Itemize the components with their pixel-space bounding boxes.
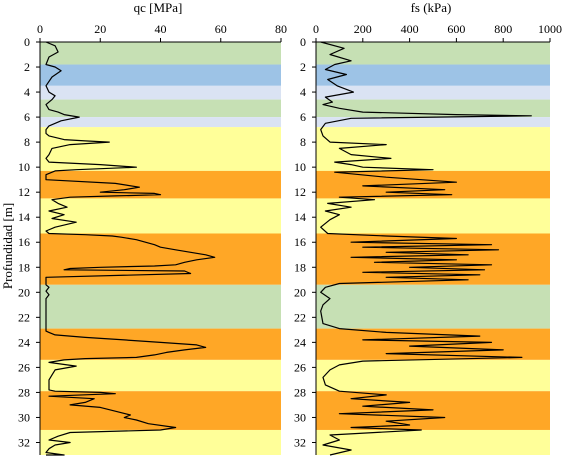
fs-x-tick-label: 1000 [538, 22, 562, 36]
fs-x-tick-label: 200 [354, 22, 372, 36]
fs-y-tick-label: 14 [294, 210, 306, 224]
qc-y-tick-label: 24 [18, 335, 30, 349]
qc-layer-band-7 [40, 198, 281, 234]
qc-layer-band-0 [40, 42, 281, 65]
fs-x-tick-label: 800 [494, 22, 512, 36]
fs-x-tick-label: 0 [313, 22, 319, 36]
fs-y-tick-label: 8 [300, 135, 306, 149]
fs-y-tick-label: 22 [294, 310, 306, 324]
qc-y-tick-label: 10 [18, 160, 30, 174]
qc-y-tick-label: 12 [18, 185, 30, 199]
fs-layer-band-7 [316, 198, 550, 234]
qc-layer-band-6 [40, 170, 281, 199]
fs-layer-band-0 [316, 42, 550, 65]
fs-y-tick-label: 0 [300, 35, 306, 49]
fs-y-tick-label: 26 [294, 360, 306, 374]
fs-y-tick-label: 18 [294, 260, 306, 274]
qc-layer-band-4 [40, 117, 281, 128]
fs-layer-band-12 [316, 391, 550, 430]
qc-y-tick-label: 22 [18, 310, 30, 324]
qc-panel: qc [MPa]0 20 40 60 8002468101214161820222426… [18, 0, 287, 456]
fs-title: fs (kPa) [411, 0, 452, 15]
qc-y-tick-label: 26 [18, 360, 30, 374]
qc-layer-band-2 [40, 85, 281, 100]
fs-layer-band-9 [316, 284, 550, 329]
fs-layer-band-4 [316, 117, 550, 128]
fs-layer-band-2 [316, 85, 550, 100]
qc-x-tick-label: 40 [155, 22, 167, 36]
qc-y-tick-label: 0 [24, 35, 30, 49]
qc-y-tick-label: 6 [24, 110, 30, 124]
qc-y-tick-label: 18 [18, 260, 30, 274]
qc-y-tick-label: 2 [24, 60, 30, 74]
fs-y-tick-label: 10 [294, 160, 306, 174]
fs-layer-band-5 [316, 127, 550, 171]
fs-y-tick-label: 6 [300, 110, 306, 124]
qc-y-tick-label: 14 [18, 210, 30, 224]
fs-panel: fs (kPa)0 200 400 600 800 1000024681012141618… [294, 0, 562, 456]
fs-y-tick-label: 20 [294, 285, 306, 299]
qc-x-tick-label: 0 [37, 22, 43, 36]
qc-y-tick-label: 20 [18, 285, 30, 299]
qc-title: qc [MPa] [134, 0, 183, 15]
qc-layer-band-3 [40, 99, 281, 118]
fs-y-tick-label: 12 [294, 185, 306, 199]
y-axis-label: Profundidad [m] [0, 203, 15, 289]
qc-y-tick-label: 8 [24, 135, 30, 149]
fs-y-tick-label: 2 [300, 60, 306, 74]
fs-profile-line [320, 41, 532, 456]
fs-x-tick-label: 600 [447, 22, 465, 36]
fs-y-tick-label: 32 [294, 435, 306, 449]
qc-layer-band-9 [40, 284, 281, 329]
qc-x-tick-label: 20 [94, 22, 106, 36]
qc-y-tick-label: 28 [18, 385, 30, 399]
qc-x-tick-label: 60 [215, 22, 227, 36]
qc-profile-line [45, 41, 216, 456]
qc-layer-band-1 [40, 64, 281, 86]
fs-y-tick-label: 30 [294, 410, 306, 424]
fs-y-tick-label: 16 [294, 235, 306, 249]
qc-y-tick-label: 30 [18, 410, 30, 424]
fs-y-tick-label: 24 [294, 335, 306, 349]
qc-layer-band-5 [40, 127, 281, 171]
fs-layer-band-11 [316, 359, 550, 392]
qc-y-tick-label: 16 [18, 235, 30, 249]
qc-y-tick-label: 32 [18, 435, 30, 449]
qc-x-tick-label: 80 [275, 22, 287, 36]
qc-layer-band-11 [40, 359, 281, 392]
qc-layer-band-10 [40, 328, 281, 360]
qc-layer-band-12 [40, 391, 281, 430]
qc-layer-band-13 [40, 429, 281, 455]
fs-x-tick-label: 400 [401, 22, 419, 36]
fs-y-tick-label: 4 [300, 85, 306, 99]
fs-y-tick-label: 28 [294, 385, 306, 399]
fs-layer-band-1 [316, 64, 550, 86]
qc-y-tick-label: 4 [24, 85, 30, 99]
